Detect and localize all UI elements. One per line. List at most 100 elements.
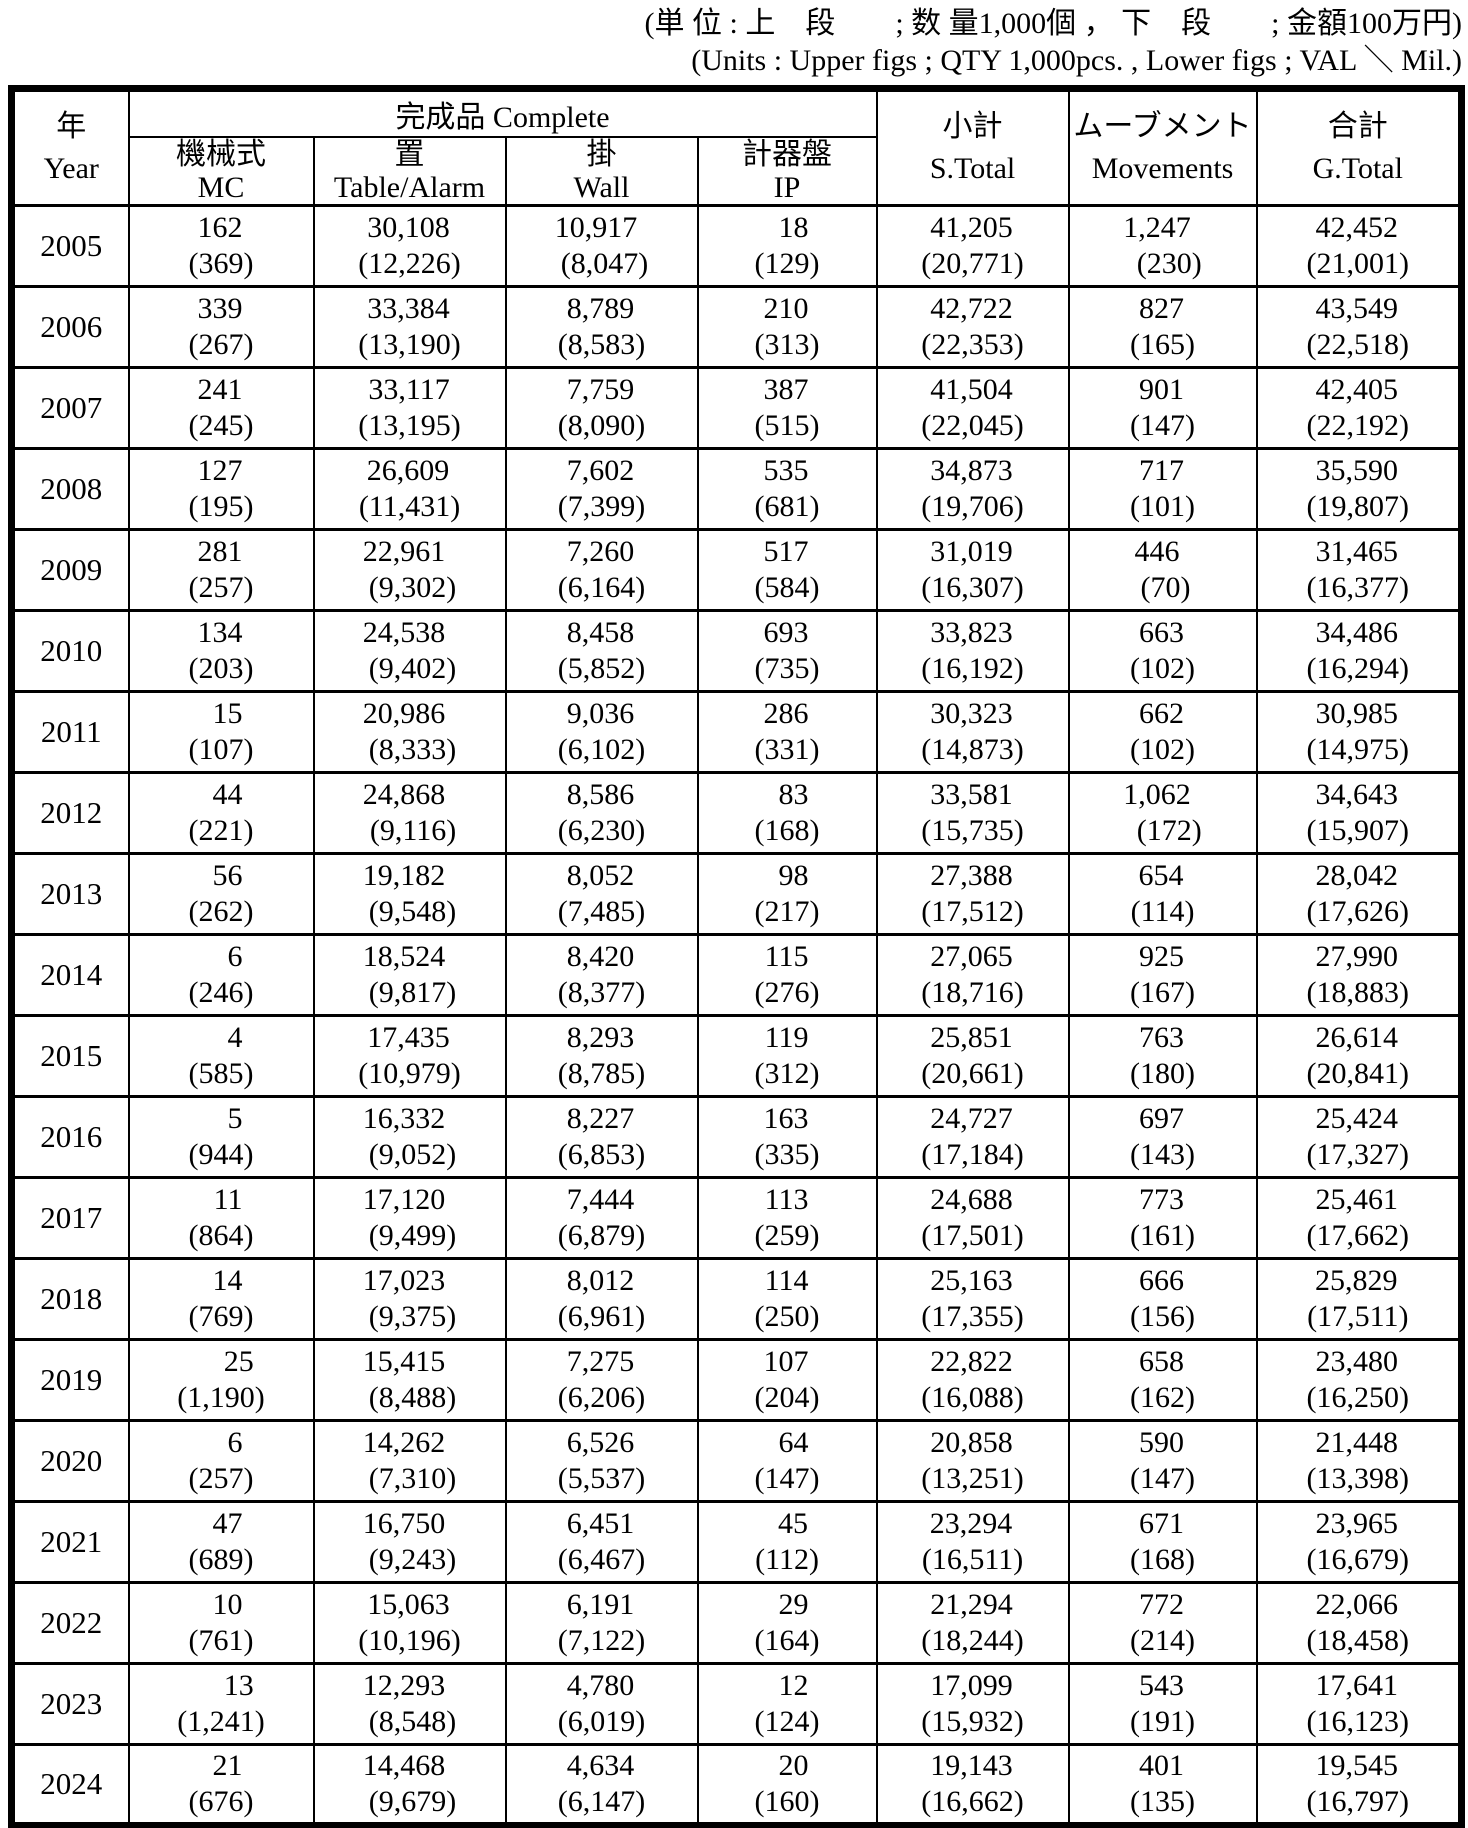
year-cell: 2005 xyxy=(10,204,130,288)
data-cell-ip: 535 (681) xyxy=(696,447,878,531)
val-value: (5,852) xyxy=(557,652,646,685)
val-value: (14,975) xyxy=(1306,733,1410,766)
qty-value: 401 xyxy=(1139,1749,1185,1782)
data-cell-ip: 114 (250) xyxy=(696,1257,878,1341)
data-cell-s_total: 19,143 (16,662) xyxy=(875,1743,1070,1827)
data-cell-s_total: 41,504 (22,045) xyxy=(875,366,1070,450)
data-cell-movements: 763 (180) xyxy=(1067,1014,1258,1098)
val-value: (214) xyxy=(1130,1624,1196,1657)
data-cell-mc: 4 (585) xyxy=(127,1014,315,1098)
qty-value: 23,480 xyxy=(1315,1345,1399,1378)
qty-value: 83 xyxy=(778,778,809,811)
val-value: (9,302) xyxy=(368,571,457,604)
data-cell-mc: 339 (267) xyxy=(127,285,315,369)
data-cell-ip: 119 (312) xyxy=(696,1014,878,1098)
year-cell: 2013 xyxy=(10,852,130,936)
data-cell-mc: 6 (246) xyxy=(127,933,315,1017)
qty-value: 16,750 xyxy=(362,1507,446,1540)
data-cell-mc: 241 (245) xyxy=(127,366,315,450)
qty-value: 281 xyxy=(197,535,243,568)
table-alarm-header-en: Table/Alarm xyxy=(333,171,486,204)
data-cell-wall: 7,759 (8,090) xyxy=(504,366,699,450)
qty-value: 6,191 xyxy=(566,1588,635,1621)
data-cell-g_total: 27,990 (18,883) xyxy=(1255,933,1463,1017)
units-note-line-jp: (単 位 : 上 段 ; 数 量1,000個 ， 下 段 ; 金額100万円) xyxy=(644,7,1463,40)
val-value: (13,251) xyxy=(921,1462,1024,1495)
data-cell-g_total: 23,965 (16,679) xyxy=(1255,1500,1463,1584)
qty-value: 827 xyxy=(1139,292,1185,325)
year-cell: 2022 xyxy=(10,1581,130,1665)
val-value: (7,310) xyxy=(368,1462,457,1495)
qty-value: 25 xyxy=(223,1345,254,1378)
data-cell-table_alarm: 33,117 (13,195) xyxy=(312,366,507,450)
data-cell-g_total: 25,461 (17,662) xyxy=(1255,1176,1463,1260)
year-cell: 2012 xyxy=(10,771,130,855)
data-cell-g_total: 34,486 (16,294) xyxy=(1255,609,1463,693)
val-value: (17,501) xyxy=(921,1219,1024,1252)
data-cell-s_total: 25,851 (20,661) xyxy=(875,1014,1070,1098)
data-cell-mc: 127 (195) xyxy=(127,447,315,531)
qty-value: 19,545 xyxy=(1315,1749,1399,1782)
ip-header-en: IP xyxy=(773,171,801,204)
val-value: (165) xyxy=(1130,328,1196,361)
val-value: (5,537) xyxy=(557,1462,646,1495)
qty-value: 666 xyxy=(1139,1264,1185,1297)
val-value: (14,873) xyxy=(921,733,1024,766)
qty-value: 22,822 xyxy=(930,1345,1013,1378)
val-value: (515) xyxy=(754,409,820,442)
val-value: (162) xyxy=(1130,1381,1196,1414)
val-value: (18,716) xyxy=(921,976,1024,1009)
qty-value: 17,023 xyxy=(362,1264,446,1297)
val-value: (259) xyxy=(754,1219,820,1252)
qty-value: 25,163 xyxy=(930,1264,1013,1297)
qty-value: 35,590 xyxy=(1315,454,1399,487)
qty-value: 11 xyxy=(213,1183,243,1216)
qty-value: 44 xyxy=(212,778,243,811)
val-value: (864) xyxy=(188,1219,254,1252)
data-cell-table_alarm: 24,868 (9,116) xyxy=(312,771,507,855)
data-cell-mc: 162 (369) xyxy=(127,204,315,288)
qty-value: 17,435 xyxy=(367,1021,450,1054)
val-value: (276) xyxy=(754,976,820,1009)
data-cell-table_alarm: 24,538 (9,402) xyxy=(312,609,507,693)
qty-value: 163 xyxy=(763,1102,809,1135)
qty-value: 8,293 xyxy=(566,1021,635,1054)
data-cell-ip: 18 (129) xyxy=(696,204,878,288)
qty-value: 13 xyxy=(223,1669,254,1702)
val-value: (9,375) xyxy=(368,1300,457,1333)
qty-value: 1,247 xyxy=(1123,211,1191,244)
data-cell-s_total: 24,727 (17,184) xyxy=(875,1095,1070,1179)
data-cell-wall: 7,444 (6,879) xyxy=(504,1176,699,1260)
qty-value: 23,965 xyxy=(1315,1507,1399,1540)
qty-value: 286 xyxy=(763,697,809,730)
column-header-ip: 計器盤 IP xyxy=(696,136,878,207)
data-cell-g_total: 23,480 (16,250) xyxy=(1255,1338,1463,1422)
qty-value: 41,504 xyxy=(930,373,1013,406)
table-row: 2020 6 (257) 14,262 (7,310) 6,526 (5,537) 64 (14… xyxy=(10,1419,1463,1503)
data-cell-ip: 98 (217) xyxy=(696,852,878,936)
val-value: (9,679) xyxy=(368,1785,457,1818)
year-cell: 2011 xyxy=(10,690,130,774)
qty-value: 26,609 xyxy=(366,454,450,487)
table-row: 2016 5 (944) 16,332 (9,052) 8,227 (6,853) 163 (3… xyxy=(10,1095,1463,1179)
val-value: (681) xyxy=(754,490,820,523)
val-value: (9,052) xyxy=(368,1138,457,1171)
val-value: (9,817) xyxy=(368,976,457,1009)
val-value: (18,244) xyxy=(921,1624,1024,1657)
val-value: (17,626) xyxy=(1306,895,1410,928)
qty-value: 6 xyxy=(227,940,243,973)
val-value: (369) xyxy=(188,247,254,280)
val-value: (168) xyxy=(754,814,820,847)
qty-value: 4,780 xyxy=(566,1669,635,1702)
qty-value: 33,581 xyxy=(930,778,1013,811)
val-value: (12,226) xyxy=(358,247,461,280)
data-cell-g_total: 42,452 (21,001) xyxy=(1255,204,1463,288)
data-cell-mc: 15 (107) xyxy=(127,690,315,774)
ip-header-jp: 計器盤 xyxy=(742,138,833,171)
qty-value: 12,293 xyxy=(362,1669,446,1702)
qty-value: 23,294 xyxy=(929,1507,1013,1540)
val-value: (585) xyxy=(188,1057,254,1090)
qty-value: 17,641 xyxy=(1315,1669,1399,1702)
data-cell-mc: 21 (676) xyxy=(127,1743,315,1827)
qty-value: 8,227 xyxy=(566,1102,635,1135)
